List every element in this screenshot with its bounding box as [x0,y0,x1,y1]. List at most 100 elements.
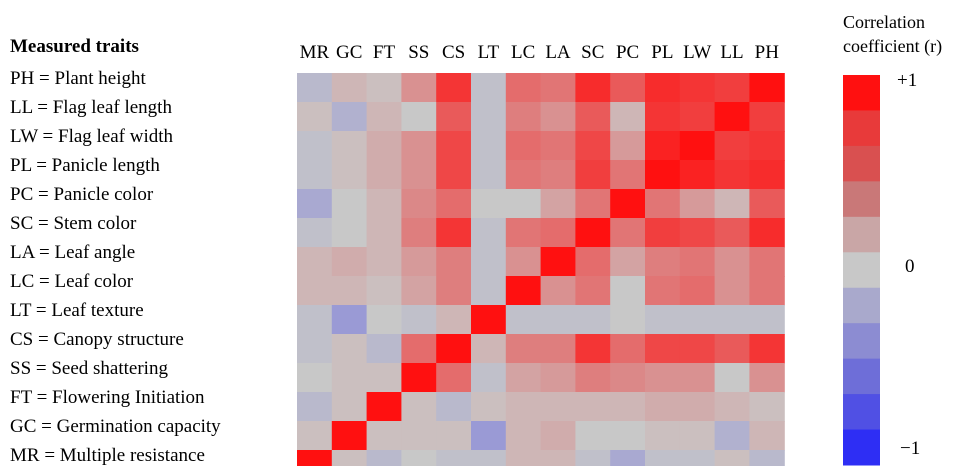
colorbar-segment [843,145,880,182]
column-label: LW [683,42,711,63]
heatmap-cell [540,450,576,466]
column-label: PH [755,42,780,63]
heatmap-cell [331,218,368,248]
column-label: LL [720,42,743,63]
heatmap-cell [714,73,750,103]
heatmap-cell [436,363,472,393]
heatmap-cell [331,247,368,277]
heatmap-cell [297,247,333,277]
heatmap-cell [749,363,785,393]
heatmap-cell [610,247,646,277]
heatmap-cell [540,276,576,306]
heatmap-cell [714,450,750,466]
heatmap-cell [540,305,576,335]
heatmap-cell [714,392,750,422]
trait-legend-item: PH = Plant height [10,68,146,89]
heatmap-cell [471,421,507,451]
heatmap-cell [366,392,402,422]
heatmap-cell [575,450,611,466]
heatmap-cell [297,450,333,466]
heatmap-cell [540,421,576,451]
heatmap-cell [436,334,472,364]
colorbar-tick-min: −1 [900,438,921,459]
heatmap-cell [714,363,750,393]
colorbar-title-line1: Correlation [843,12,925,32]
heatmap-cell [610,131,646,161]
heatmap-cell [366,450,402,466]
heatmap-cell [401,218,437,248]
heatmap-cell [714,247,750,277]
heatmap-cell [679,392,716,422]
heatmap-cell [645,421,681,451]
heatmap-cell [505,247,542,277]
heatmap-cell [297,189,333,219]
heatmap-cell [645,160,681,190]
heatmap-cell [331,421,368,451]
heatmap-cell [366,73,402,103]
heatmap-cell [331,334,368,364]
heatmap-cell [679,160,716,190]
heatmap-cell [366,189,402,219]
trait-legend-item: FT = Flowering Initiation [10,387,205,408]
heatmap-cell [714,131,750,161]
colorbar-segment [843,323,880,360]
heatmap-cell [540,189,576,219]
heatmap-cell [749,392,785,422]
heatmap-cell [471,189,507,219]
heatmap-cell [401,276,437,306]
column-label: MR [300,42,330,63]
heatmap-cell [610,450,646,466]
heatmap-cell [714,160,750,190]
heatmap-cell [645,218,681,248]
heatmap-cell [610,392,646,422]
trait-legend-item: SS = Seed shattering [10,358,168,379]
heatmap-cell [610,102,646,132]
heatmap-cell [331,363,368,393]
trait-legend-item: LL = Flag leaf length [10,97,172,118]
heatmap-cell [297,73,333,103]
heatmap-cell [471,276,507,306]
heatmap-cell [331,276,368,306]
heatmap-cell [610,421,646,451]
heatmap-cell [575,160,611,190]
heatmap-cell [540,334,576,364]
heatmap-cell [749,189,785,219]
colorbar-segment [843,252,880,289]
colorbar-tick-max: +1 [897,70,918,91]
heatmap-cell [540,131,576,161]
heatmap-cell [331,189,368,219]
heatmap-cell [366,363,402,393]
heatmap-cell [331,131,368,161]
heatmap-cell [575,189,611,219]
heatmap-cell [297,218,333,248]
heatmap-cell [749,334,785,364]
heatmap-cell [714,305,750,335]
heatmap-cell [714,102,750,132]
heatmap-cell [714,421,750,451]
colorbar-title-line2: coefficient (r) [843,36,943,56]
heatmap-cell [436,189,472,219]
trait-legend-item: LW = Flag leaf width [10,126,174,147]
heatmap-cell [610,363,646,393]
heatmap-cell [436,421,472,451]
column-label: LT [478,42,500,63]
heatmap-cell [749,247,785,277]
heatmap-cell [436,160,472,190]
heatmap-cell [679,421,716,451]
trait-legend-item: GC = Germination capacity [10,416,221,437]
heatmap-cell [645,334,681,364]
heatmap-cell [366,276,402,306]
colorbar-title: Correlation coefficient (r) [843,10,942,58]
heatmap-cell [505,73,542,103]
heatmap-cell [436,102,472,132]
heatmap-cell [297,334,333,364]
heatmap-cell [610,160,646,190]
heatmap-cell [401,334,437,364]
heatmap-cell [575,392,611,422]
heatmap-cell [471,334,507,364]
column-label: PC [616,42,639,63]
heatmap-cell [297,305,333,335]
colorbar-segment [843,358,880,395]
column-label: LC [511,42,535,63]
heatmap-cell [645,392,681,422]
